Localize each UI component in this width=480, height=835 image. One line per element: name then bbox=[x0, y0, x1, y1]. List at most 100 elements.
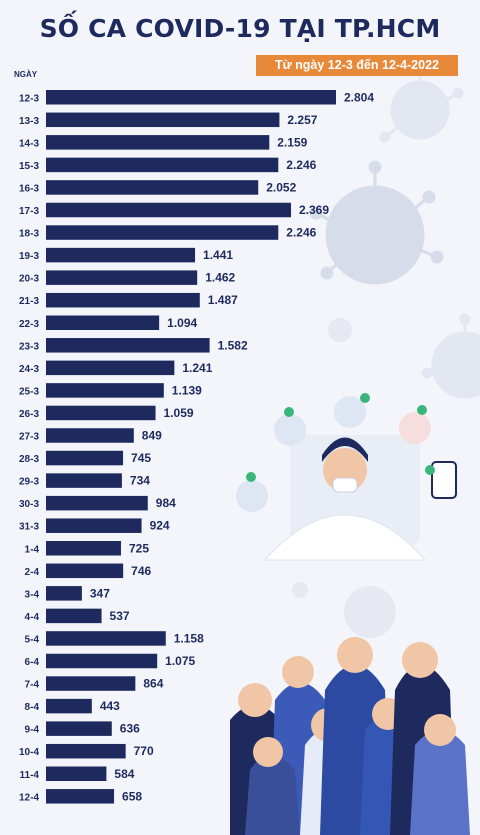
category-label: 13-3 bbox=[19, 116, 39, 127]
category-label: 20-3 bbox=[19, 274, 39, 285]
value-label: 1.241 bbox=[182, 361, 212, 375]
value-label: 1.158 bbox=[174, 631, 204, 645]
bar bbox=[46, 112, 280, 128]
bar bbox=[46, 495, 148, 511]
bar bbox=[46, 518, 142, 533]
bar bbox=[46, 698, 92, 714]
value-label: 537 bbox=[110, 609, 130, 623]
value-label: 443 bbox=[100, 699, 120, 713]
category-label: 28-3 bbox=[19, 454, 39, 465]
bar bbox=[46, 338, 210, 353]
bar bbox=[46, 405, 156, 421]
category-label: 16-3 bbox=[19, 183, 39, 194]
category-label: 29-3 bbox=[19, 477, 39, 488]
category-label: 1-4 bbox=[25, 544, 40, 555]
bar bbox=[46, 721, 112, 736]
value-label: 658 bbox=[122, 789, 142, 803]
category-label: 14-3 bbox=[19, 138, 39, 149]
value-label: 849 bbox=[142, 429, 162, 443]
y-axis-label: NGÀY bbox=[14, 70, 38, 79]
category-label: 27-3 bbox=[19, 432, 39, 443]
bar bbox=[46, 428, 134, 443]
category-label: 21-3 bbox=[19, 296, 39, 307]
bar bbox=[46, 315, 160, 330]
category-label: 4-4 bbox=[25, 612, 40, 623]
value-label: 770 bbox=[134, 744, 154, 758]
category-label: 5-4 bbox=[25, 634, 40, 645]
category-label: 22-3 bbox=[19, 319, 39, 330]
value-label: 1.094 bbox=[167, 316, 197, 330]
category-label: 3-4 bbox=[25, 589, 40, 600]
category-label: 31-3 bbox=[19, 522, 39, 533]
bar bbox=[46, 676, 136, 691]
bar bbox=[46, 563, 124, 579]
bar bbox=[46, 631, 166, 646]
value-label: 1.582 bbox=[218, 338, 248, 352]
value-label: 2.257 bbox=[287, 113, 317, 127]
category-label: 2-4 bbox=[25, 567, 40, 578]
value-label: 2.246 bbox=[286, 158, 316, 172]
category-label: 15-3 bbox=[19, 161, 39, 172]
value-label: 1.139 bbox=[172, 383, 202, 397]
bar bbox=[46, 541, 121, 556]
bar bbox=[46, 247, 196, 263]
category-label: 30-3 bbox=[19, 499, 39, 510]
category-label: 24-3 bbox=[19, 364, 39, 375]
category-label: 23-3 bbox=[19, 341, 39, 352]
value-label: 2.804 bbox=[344, 90, 374, 104]
value-label: 347 bbox=[90, 586, 110, 600]
bar bbox=[46, 383, 164, 398]
date-range-badge: Từ ngày 12-3 đến 12-4-2022 bbox=[256, 55, 458, 76]
page-title: SỐ CA COVID-19 TẠI TP.HCM bbox=[39, 14, 441, 43]
bar bbox=[46, 586, 82, 601]
value-label: 2.159 bbox=[277, 135, 307, 149]
category-label: 6-4 bbox=[25, 657, 40, 668]
bar bbox=[46, 743, 126, 759]
value-label: 924 bbox=[150, 519, 170, 533]
bar bbox=[46, 90, 336, 105]
doctor-illustration-icon bbox=[236, 393, 457, 561]
value-label: 746 bbox=[131, 564, 151, 578]
value-label: 2.246 bbox=[286, 226, 316, 240]
value-label: 1.075 bbox=[165, 654, 195, 668]
bar bbox=[46, 180, 259, 195]
category-label: 8-4 bbox=[25, 702, 40, 713]
category-label: 11-4 bbox=[20, 770, 40, 781]
value-label: 734 bbox=[130, 474, 150, 488]
bar bbox=[46, 292, 200, 308]
bar bbox=[46, 766, 107, 781]
category-label: 26-3 bbox=[19, 409, 39, 420]
value-label: 2.052 bbox=[266, 180, 296, 194]
category-label: 10-4 bbox=[19, 747, 39, 758]
value-label: 2.369 bbox=[299, 203, 329, 217]
bar bbox=[46, 360, 175, 376]
value-label: 1.059 bbox=[164, 406, 194, 420]
virus-icon bbox=[292, 318, 396, 638]
virus-icon bbox=[309, 160, 444, 285]
bar bbox=[46, 789, 115, 804]
category-label: 7-4 bbox=[25, 680, 40, 691]
value-label: 725 bbox=[129, 541, 149, 555]
bar bbox=[46, 608, 102, 624]
category-label: 18-3 bbox=[19, 229, 39, 240]
category-label: 12-3 bbox=[19, 93, 39, 104]
category-label: 25-3 bbox=[19, 386, 39, 397]
bar bbox=[46, 225, 279, 240]
value-label: 1.487 bbox=[208, 293, 238, 307]
bar bbox=[46, 653, 158, 669]
crowd-illustration-icon bbox=[230, 637, 470, 835]
value-label: 864 bbox=[143, 677, 163, 691]
bar bbox=[46, 473, 122, 488]
value-label: 1.462 bbox=[205, 271, 235, 285]
bar bbox=[46, 135, 270, 150]
bar bbox=[46, 450, 124, 466]
value-label: 1.441 bbox=[203, 248, 233, 262]
category-label: 9-4 bbox=[25, 725, 40, 736]
bar bbox=[46, 202, 292, 218]
value-label: 984 bbox=[156, 496, 176, 510]
value-label: 636 bbox=[120, 722, 140, 736]
value-label: 584 bbox=[114, 767, 134, 781]
bar bbox=[46, 157, 279, 173]
